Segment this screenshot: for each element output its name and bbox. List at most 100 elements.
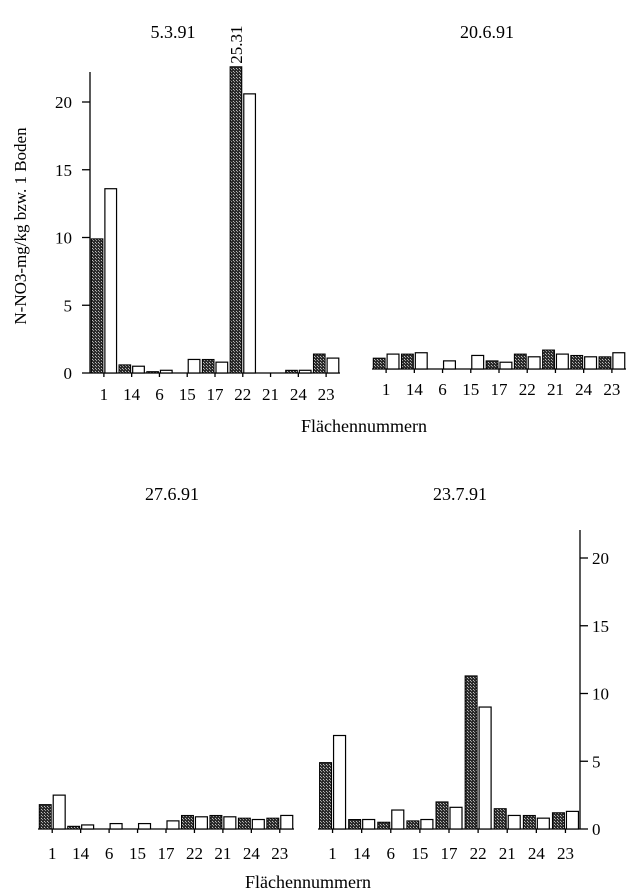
bar-dark	[598, 356, 612, 370]
bar-light	[527, 356, 541, 370]
x-tick-label: 17	[491, 380, 509, 399]
bar-dark	[266, 817, 280, 830]
panel-1: 5.3.91 0 5 10 15 20 1 14 6 15 17 22 21 24 23 25.31	[55, 22, 340, 404]
x-tick-label: 22	[470, 844, 487, 863]
y-tick-label: 5	[64, 296, 73, 315]
bar-dark	[146, 371, 159, 374]
x-tick-label: 24	[243, 844, 261, 863]
y-tick-label: 15	[55, 161, 72, 180]
x-tick-label: 22	[519, 380, 536, 399]
panel-title: 20.6.91	[460, 22, 514, 42]
x-tick-label: 15	[129, 844, 146, 863]
bar-light	[612, 352, 626, 370]
x-tick-label: 6	[438, 380, 447, 399]
x-tick-label: 17	[207, 385, 225, 404]
bar-dark	[90, 238, 104, 374]
x-tick-label: 14	[353, 844, 371, 863]
bar-light	[442, 360, 457, 370]
bar-light	[332, 734, 347, 830]
x-tick-label: 24	[575, 380, 593, 399]
x-tick-label: 21	[262, 385, 279, 404]
y-tick-label: 0	[592, 820, 601, 839]
bar-light	[565, 810, 580, 830]
bar-dark	[312, 353, 326, 374]
bar-dark	[522, 814, 536, 830]
x-tick-label: 6	[105, 844, 114, 863]
bar-dark	[513, 353, 527, 370]
x-tick-label: 23	[318, 385, 335, 404]
x-axis-label-bottom: Flächennummern	[245, 872, 371, 892]
bar-dark	[542, 349, 555, 370]
x-tick-label: 1	[382, 380, 391, 399]
bar-light	[536, 817, 550, 830]
bar-light	[471, 354, 485, 370]
x-tick-label: 23	[271, 844, 288, 863]
bar-light	[362, 818, 376, 830]
panel-3: 27.6.91 1 14 6 15 17 22 21 24 23	[38, 484, 294, 863]
x-tick-label: 24	[290, 385, 308, 404]
bar-light	[386, 353, 400, 370]
x-tick-label: 15	[462, 380, 479, 399]
x-tick-label: 15	[411, 844, 428, 863]
bar-light	[298, 369, 312, 374]
bar-light	[109, 822, 123, 830]
bar-value-annotation: 25.31	[227, 26, 246, 64]
bar-dark	[400, 353, 414, 370]
bar-light	[391, 809, 405, 830]
bar-dark	[67, 825, 81, 830]
bar-dark	[348, 819, 362, 830]
x-tick-label: 1	[100, 385, 109, 404]
bar-light	[326, 357, 340, 374]
x-tick-label: 21	[499, 844, 516, 863]
x-tick-label: 23	[557, 844, 574, 863]
bar-dark	[237, 817, 251, 830]
panel-2: 20.6.91 1 14 6 15 17 22 21 24 23	[372, 22, 626, 399]
bar-dark	[377, 821, 391, 830]
x-tick-label: 14	[123, 385, 141, 404]
x-tick-label: 1	[328, 844, 337, 863]
bar-light	[555, 353, 569, 370]
bar-light	[215, 361, 229, 374]
bar-light	[187, 358, 201, 374]
x-axis-label-top: Flächennummern	[301, 416, 427, 436]
bar-light	[499, 361, 513, 370]
bar-light	[449, 806, 463, 830]
x-tick-label: 22	[234, 385, 251, 404]
bar-light	[478, 706, 492, 830]
bar-light	[159, 369, 173, 374]
y-tick-label: 10	[55, 229, 72, 248]
x-tick-label: 23	[603, 380, 620, 399]
bar-dark	[209, 814, 223, 830]
bar-dark	[485, 360, 499, 370]
panel-title: 27.6.91	[145, 484, 199, 504]
bar-light	[104, 188, 118, 374]
bar-light	[137, 822, 152, 830]
y-tick-label: 15	[592, 617, 609, 636]
bar-light	[52, 794, 66, 830]
panel-title: 5.3.91	[151, 22, 196, 42]
y-tick-label: 20	[55, 93, 72, 112]
x-tick-label: 17	[158, 844, 176, 863]
x-tick-label: 6	[387, 844, 396, 863]
bar-light	[166, 820, 180, 830]
bar-dark	[464, 675, 478, 830]
x-tick-label: 21	[547, 380, 564, 399]
bar-dark	[372, 357, 386, 370]
bar-light	[507, 814, 521, 830]
x-tick-label: 15	[179, 385, 196, 404]
bar-light	[223, 816, 237, 830]
y-tick-label: 20	[592, 549, 609, 568]
panel-4: 23.7.91 0 5 10 15 20 1 14 6 15 17 22 21 24 23	[318, 484, 609, 863]
bar-light	[132, 365, 145, 374]
bar-light	[420, 818, 434, 830]
bar-dark	[38, 804, 52, 830]
bar-dark	[570, 354, 584, 370]
bar-dark	[229, 66, 243, 374]
bar-dark	[493, 808, 507, 830]
bar-light	[194, 816, 208, 830]
bar-light	[414, 352, 428, 370]
bar-dark	[285, 369, 298, 374]
panel-title: 23.7.91	[433, 484, 487, 504]
bar-dark	[406, 820, 420, 830]
x-tick-label: 21	[214, 844, 231, 863]
